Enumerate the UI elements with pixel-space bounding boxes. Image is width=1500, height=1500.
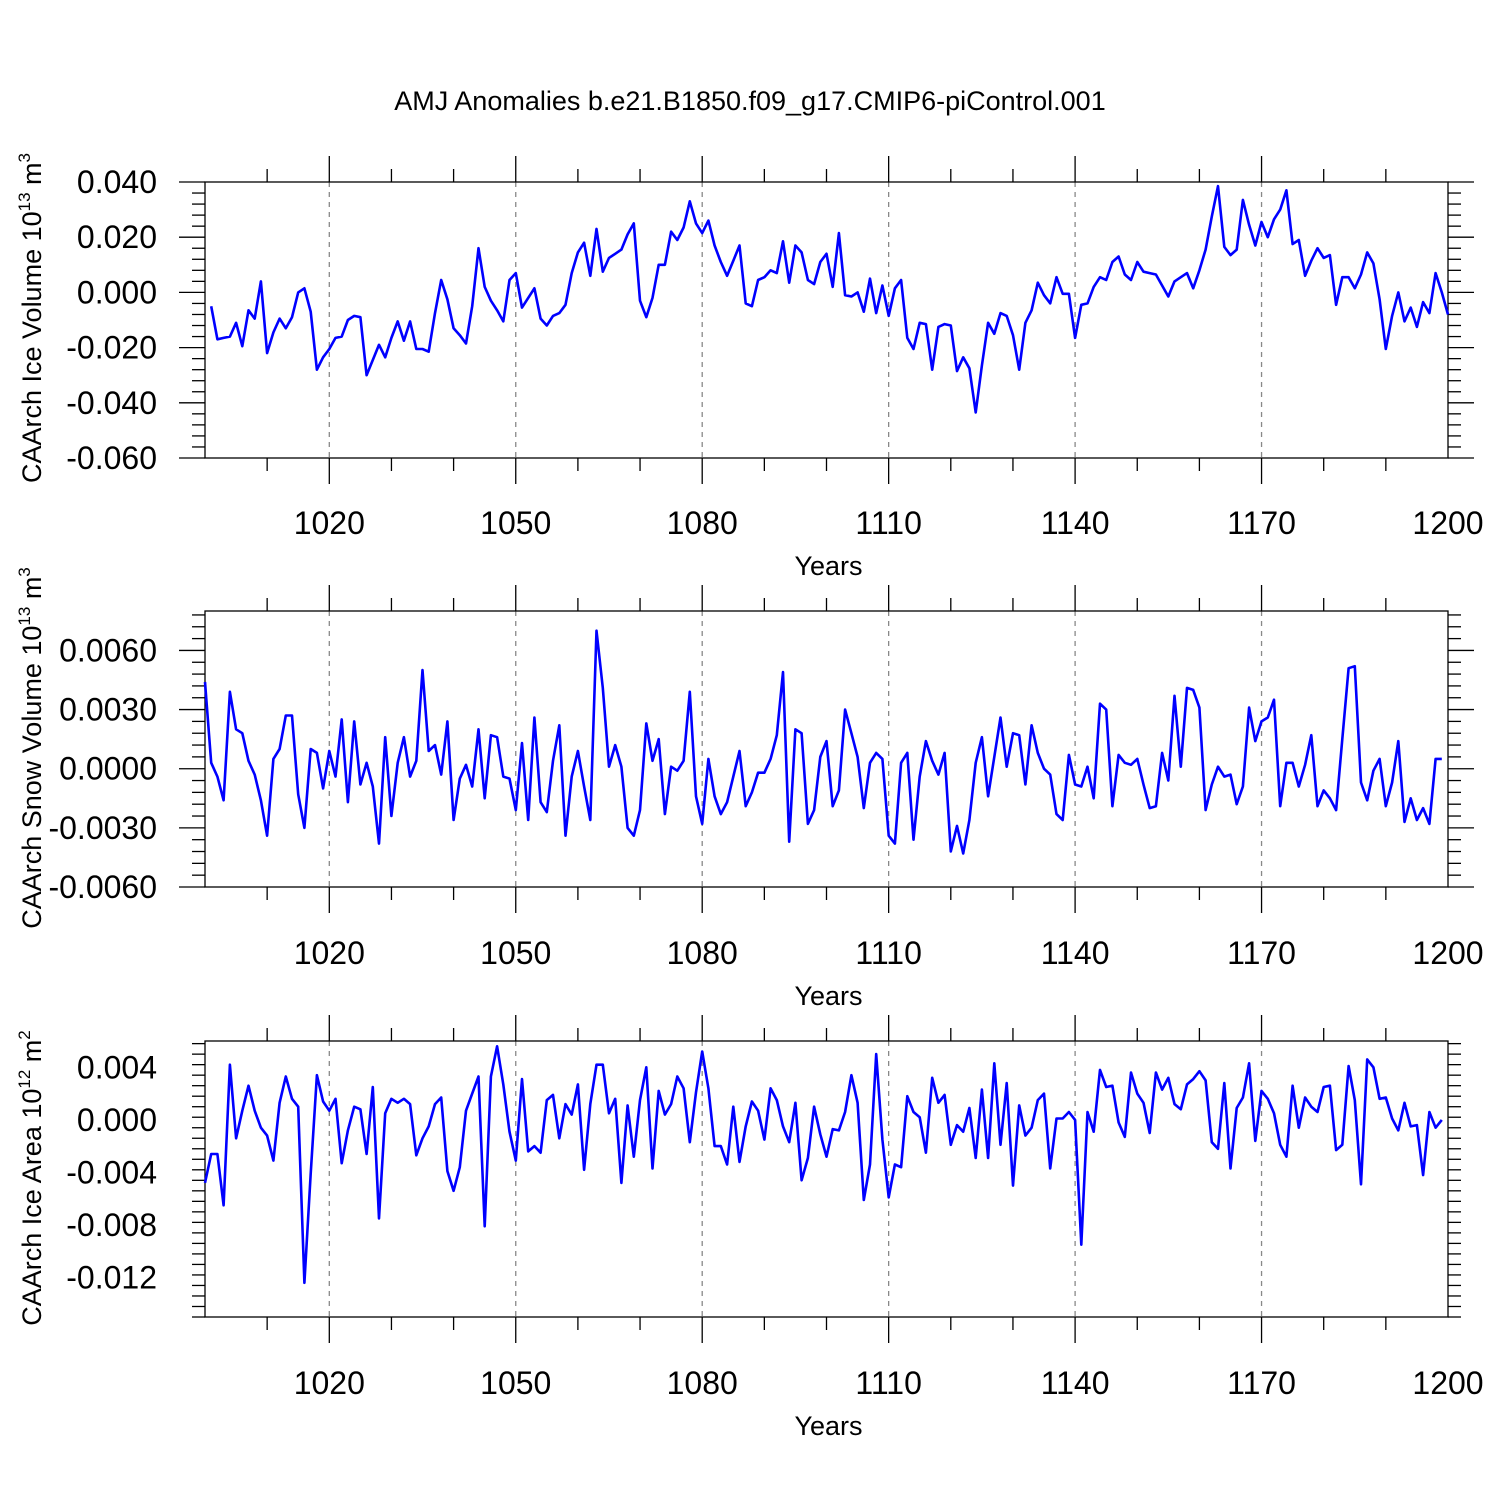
x-axis-label: Years	[794, 1411, 862, 1441]
panel-2: 1020 1050 1080 1110 1140 1170 1200 -0.0060 -0.00…	[15, 567, 1484, 1011]
x-tick-label: 1110	[855, 935, 921, 971]
y-tick-label: 0.0000	[59, 751, 157, 787]
series-line	[209, 184, 1450, 414]
y-tick-label: 0.0030	[59, 692, 157, 728]
y-tick-label: 0.020	[77, 219, 157, 255]
x-tick-label: 1140	[1041, 505, 1110, 541]
x-tick-label: 1200	[1412, 505, 1483, 541]
x-tick-label: 1110	[855, 505, 921, 541]
y-tick-label: -0.012	[66, 1260, 157, 1296]
y-tick-label: -0.0060	[48, 869, 157, 905]
y-tick-label: 0.000	[77, 274, 157, 310]
x-axis-label: Years	[794, 551, 862, 581]
x-tick-label: 1170	[1227, 505, 1296, 541]
x-tick-label: 1080	[667, 935, 738, 971]
x-tick-label: 1020	[294, 935, 365, 971]
x-tick-label: 1140	[1041, 1365, 1110, 1401]
y-axis-label: CAArch Ice Area 1012 m2	[15, 1030, 47, 1326]
y-axis-label: CAArch Ice Volume 1013 m3	[15, 153, 47, 483]
x-tick-label: 1050	[480, 1365, 551, 1401]
y-tick-label: 0.0060	[59, 632, 157, 668]
y-axis-label: CAArch Snow Volume 1013 m3	[15, 567, 47, 929]
panel-1: 1020 1050 1080 1110 1140 1170 1200 -0.060 -0.040…	[15, 153, 1484, 581]
y-tick-label: -0.0030	[48, 810, 157, 846]
y-tick-label: 0.004	[77, 1049, 157, 1085]
y-tick-label: -0.060	[66, 440, 157, 476]
x-tick-label: 1200	[1412, 935, 1483, 971]
x-tick-label: 1170	[1227, 1365, 1296, 1401]
x-tick-label: 1170	[1227, 935, 1296, 971]
x-tick-label: 1020	[294, 1365, 365, 1401]
x-tick-label: 1050	[480, 505, 551, 541]
y-tick-label: -0.004	[66, 1154, 157, 1190]
x-tick-label: 1200	[1412, 1365, 1483, 1401]
y-tick-label: 0.000	[77, 1102, 157, 1138]
series-line	[203, 629, 1442, 855]
y-tick-label: -0.020	[66, 330, 157, 366]
x-tick-label: 1140	[1041, 935, 1110, 971]
panel-3: 1020 1050 1080 1110 1140 1170 1200 -0.012 -0.008…	[15, 1015, 1484, 1441]
x-tick-label: 1050	[480, 935, 551, 971]
y-tick-label: 0.040	[77, 164, 157, 200]
x-tick-label: 1080	[667, 505, 738, 541]
x-tick-label: 1080	[667, 1365, 738, 1401]
figure-title: AMJ Anomalies b.e21.B1850.f09_g17.CMIP6-…	[394, 86, 1105, 116]
y-tick-label: -0.008	[66, 1207, 157, 1243]
x-axis-label: Years	[794, 981, 862, 1011]
x-tick-label: 1110	[855, 1365, 921, 1401]
series-line	[203, 1045, 1443, 1285]
y-tick-label: -0.040	[66, 385, 157, 421]
x-tick-label: 1020	[294, 505, 365, 541]
